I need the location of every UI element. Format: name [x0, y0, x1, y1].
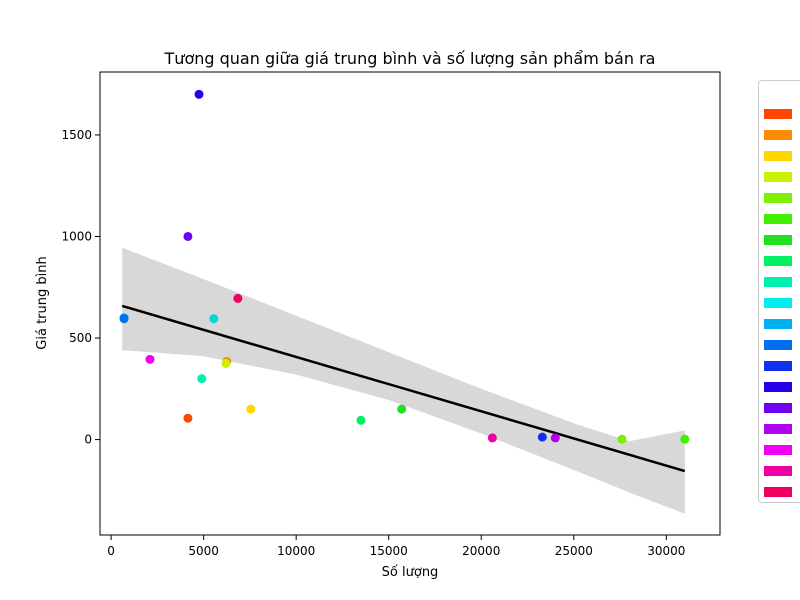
data-point-15: [183, 231, 193, 241]
legend-swatch-13: [764, 361, 792, 371]
data-point-9: [197, 374, 207, 384]
data-point-8: [356, 415, 366, 425]
y-axis-label: Giá trung bình: [35, 256, 50, 349]
data-point-17: [145, 354, 155, 364]
regression-line-layer: [121, 304, 686, 473]
data-point-18: [487, 433, 497, 443]
legend: [758, 80, 800, 503]
legend-swatch-3: [764, 151, 792, 161]
data-point-16: [550, 433, 560, 443]
legend-swatch-9: [764, 277, 792, 287]
data-point-14: [194, 89, 204, 99]
x-tick-label: 20000: [462, 544, 500, 558]
confidence-band: [122, 247, 685, 514]
x-tick-label: 10000: [277, 544, 315, 558]
legend-swatch-11: [764, 319, 792, 329]
y-tick-label: 1000: [61, 229, 92, 243]
regression-line: [121, 304, 686, 473]
plot-frame: [99, 71, 721, 536]
x-tick-label: 30000: [647, 544, 685, 558]
legend-swatch-8: [764, 256, 792, 266]
x-axis-label: Số lượng: [382, 565, 439, 580]
x-tick-label: 25000: [555, 544, 593, 558]
y-tick-label: 500: [69, 331, 92, 345]
confidence-band-layer: [122, 247, 685, 514]
legend-swatch-6: [764, 214, 792, 224]
legend-swatch-14: [764, 382, 792, 392]
data-point-12: [119, 314, 129, 324]
data-point-6: [680, 434, 690, 444]
legend-swatch-15: [764, 403, 792, 413]
data-point-1: [183, 413, 193, 423]
legend-swatch-12: [764, 340, 792, 350]
data-point-4: [221, 358, 231, 368]
legend-swatch-1: [764, 109, 792, 119]
y-tick-label: 0: [84, 433, 92, 447]
legend-swatch-10: [764, 298, 792, 308]
legend-swatch-19: [764, 487, 792, 497]
data-point-13: [537, 432, 547, 442]
x-tick-label: 0: [107, 544, 115, 558]
data-point-10: [209, 314, 219, 324]
data-point-7: [397, 404, 407, 414]
data-point-19: [233, 293, 243, 303]
chart-title: Tương quan giữa giá trung bình và số lượ…: [164, 49, 656, 68]
legend-swatch-17: [764, 445, 792, 455]
y-tick-label: 1500: [61, 128, 92, 142]
legend-swatch-16: [764, 424, 792, 434]
x-tick-label: 5000: [188, 544, 219, 558]
legend-swatch-5: [764, 193, 792, 203]
legend-swatch-7: [764, 235, 792, 245]
x-axis: 0 5000 10000 15000 20000 25000 30000: [107, 535, 685, 558]
legend-swatch-18: [764, 466, 792, 476]
legend-swatch-2: [764, 130, 792, 140]
y-axis: 0 500 1000 1500: [61, 128, 100, 447]
x-tick-label: 15000: [370, 544, 408, 558]
points-layer: [119, 89, 690, 444]
data-point-3: [246, 404, 256, 414]
legend-swatch-4: [764, 172, 792, 182]
data-point-5: [617, 434, 627, 444]
